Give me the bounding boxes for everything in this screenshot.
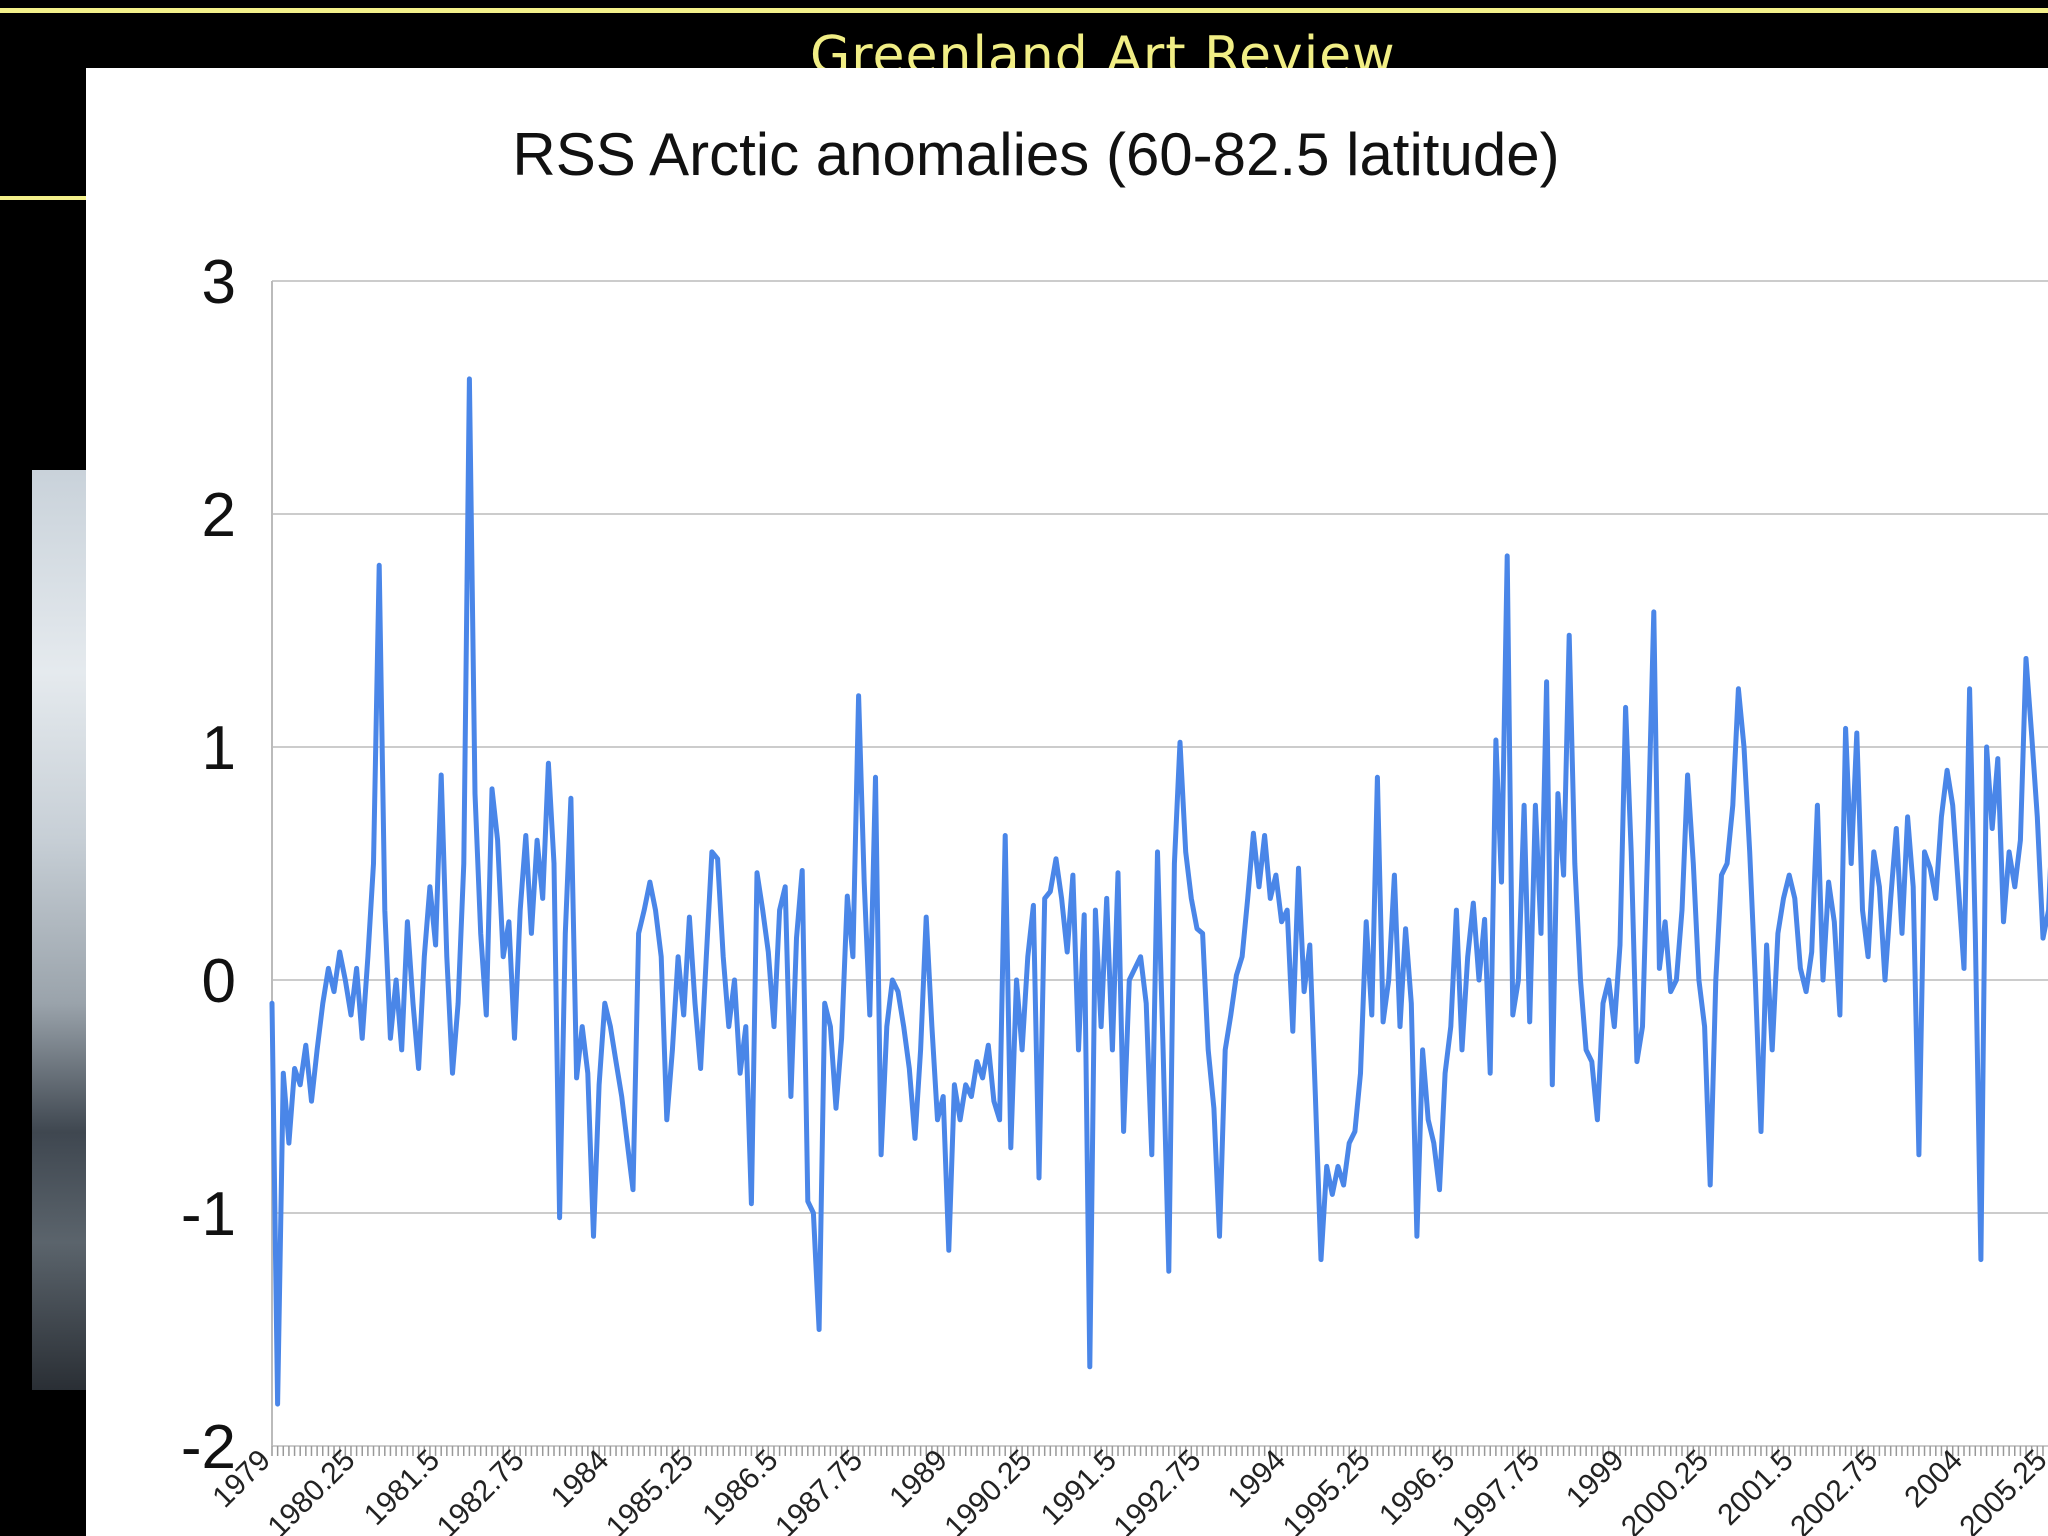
x-tick-label: 1985.25: [600, 1444, 700, 1536]
x-tick-label: 2005.25: [1954, 1444, 2048, 1536]
x-tick-label: 1995.25: [1277, 1444, 1377, 1536]
chart-card: [86, 68, 2048, 1536]
x-tick-label: 2002.75: [1784, 1444, 1884, 1536]
x-tick-label: 1980.25: [262, 1444, 362, 1536]
x-tick-label: 1982.75: [431, 1444, 531, 1536]
x-tick-label: 1992.75: [1108, 1444, 1208, 1536]
y-tick-label: -1: [181, 1180, 236, 1249]
x-tick-label: 1987.75: [769, 1444, 869, 1536]
y-tick-label: 2: [202, 481, 236, 550]
chart-title: RSS Arctic anomalies (60-82.5 latitude): [512, 121, 1560, 188]
background-photo: [32, 470, 92, 1390]
x-tick-label: 1990.25: [938, 1444, 1038, 1536]
y-tick-label: 1: [202, 714, 236, 783]
y-tick-label: 0: [202, 947, 236, 1016]
header-bottom-rule: [0, 196, 90, 200]
y-tick-label: 3: [202, 248, 236, 317]
x-tick-label: 1997.75: [1446, 1444, 1546, 1536]
x-tick-label: 2000.25: [1615, 1444, 1715, 1536]
header-top-rule: [0, 8, 2048, 13]
series-line: [269, 376, 2048, 1407]
y-tick-label: -2: [181, 1413, 236, 1482]
